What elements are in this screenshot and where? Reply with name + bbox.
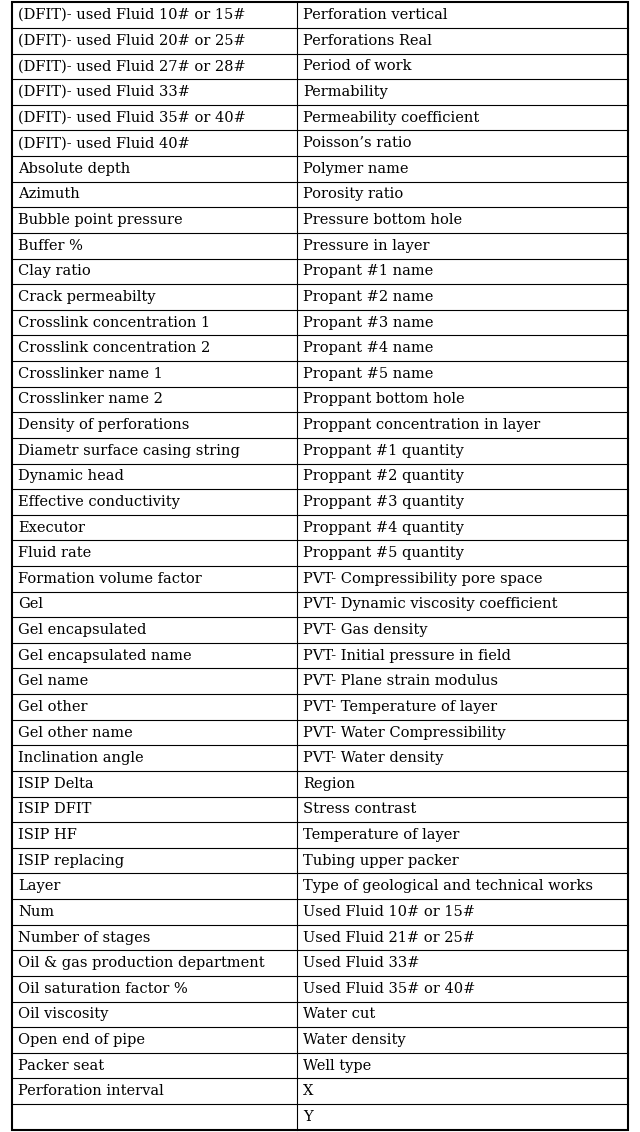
Text: Proppant #2 quantity: Proppant #2 quantity bbox=[303, 470, 464, 483]
Text: ISIP DFIT: ISIP DFIT bbox=[18, 803, 92, 816]
Text: Tubing upper packer: Tubing upper packer bbox=[303, 854, 459, 868]
Text: ISIP HF: ISIP HF bbox=[18, 827, 77, 842]
Text: PVT- Temperature of layer: PVT- Temperature of layer bbox=[303, 700, 497, 714]
Text: Stress contrast: Stress contrast bbox=[303, 803, 416, 816]
Text: Perforations Real: Perforations Real bbox=[303, 34, 432, 48]
Text: Polymer name: Polymer name bbox=[303, 162, 408, 175]
Text: Packer seat: Packer seat bbox=[18, 1058, 104, 1073]
Text: Formation volume factor: Formation volume factor bbox=[18, 572, 202, 586]
Text: (DFIT)- used Fluid 27# or 28#: (DFIT)- used Fluid 27# or 28# bbox=[18, 59, 246, 74]
Text: Proppant #1 quantity: Proppant #1 quantity bbox=[303, 444, 464, 457]
Text: Propant #3 name: Propant #3 name bbox=[303, 316, 433, 329]
Text: PVT- Gas density: PVT- Gas density bbox=[303, 623, 428, 637]
Text: Water cut: Water cut bbox=[303, 1007, 375, 1021]
Text: Pressure bottom hole: Pressure bottom hole bbox=[303, 213, 462, 228]
Text: Propant #1 name: Propant #1 name bbox=[303, 264, 433, 278]
Text: Y: Y bbox=[303, 1109, 313, 1124]
Text: Proppant bottom hole: Proppant bottom hole bbox=[303, 393, 465, 406]
Text: Permability: Permability bbox=[303, 85, 388, 98]
Text: Gel encapsulated: Gel encapsulated bbox=[18, 623, 147, 637]
Text: Inclination angle: Inclination angle bbox=[18, 752, 143, 765]
Text: PVT- Compressibility pore space: PVT- Compressibility pore space bbox=[303, 572, 543, 586]
Text: PVT- Plane strain modulus: PVT- Plane strain modulus bbox=[303, 675, 498, 688]
Text: Proppant #3 quantity: Proppant #3 quantity bbox=[303, 495, 464, 509]
Text: Oil saturation factor %: Oil saturation factor % bbox=[18, 981, 188, 996]
Text: Crack permeabilty: Crack permeabilty bbox=[18, 290, 156, 305]
Text: Buffer %: Buffer % bbox=[18, 239, 83, 252]
Text: Propant #4 name: Propant #4 name bbox=[303, 341, 433, 355]
Text: Number of stages: Number of stages bbox=[18, 931, 150, 944]
Text: Num: Num bbox=[18, 904, 54, 919]
Text: Gel name: Gel name bbox=[18, 675, 88, 688]
Text: Open end of pipe: Open end of pipe bbox=[18, 1034, 145, 1047]
Text: Proppant #5 quantity: Proppant #5 quantity bbox=[303, 546, 464, 560]
Text: Well type: Well type bbox=[303, 1058, 371, 1073]
Text: Perforation vertical: Perforation vertical bbox=[303, 8, 447, 23]
Text: Azimuth: Azimuth bbox=[18, 188, 79, 201]
Text: Clay ratio: Clay ratio bbox=[18, 264, 91, 278]
Text: PVT- Water density: PVT- Water density bbox=[303, 752, 444, 765]
Text: Crosslinker name 2: Crosslinker name 2 bbox=[18, 393, 163, 406]
Text: Effective conductivity: Effective conductivity bbox=[18, 495, 180, 509]
Text: Perforation interval: Perforation interval bbox=[18, 1084, 164, 1098]
Text: X: X bbox=[303, 1084, 314, 1098]
Text: Temperature of layer: Temperature of layer bbox=[303, 827, 460, 842]
Text: Propant #5 name: Propant #5 name bbox=[303, 367, 433, 380]
Text: (DFIT)- used Fluid 35# or 40#: (DFIT)- used Fluid 35# or 40# bbox=[18, 111, 246, 125]
Text: Gel other: Gel other bbox=[18, 700, 88, 714]
Text: Fluid rate: Fluid rate bbox=[18, 546, 91, 560]
Text: Oil viscosity: Oil viscosity bbox=[18, 1007, 108, 1021]
Text: Porosity ratio: Porosity ratio bbox=[303, 188, 403, 201]
Text: Pressure in layer: Pressure in layer bbox=[303, 239, 429, 252]
Text: Gel: Gel bbox=[18, 598, 43, 611]
Text: Crosslink concentration 1: Crosslink concentration 1 bbox=[18, 316, 210, 329]
Text: Proppant concentration in layer: Proppant concentration in layer bbox=[303, 418, 540, 432]
Text: (DFIT)- used Fluid 20# or 25#: (DFIT)- used Fluid 20# or 25# bbox=[18, 34, 246, 48]
Text: Bubble point pressure: Bubble point pressure bbox=[18, 213, 182, 228]
Text: Propant #2 name: Propant #2 name bbox=[303, 290, 433, 305]
Text: Layer: Layer bbox=[18, 880, 60, 893]
Text: (DFIT)- used Fluid 40#: (DFIT)- used Fluid 40# bbox=[18, 136, 190, 151]
Text: Oil & gas production department: Oil & gas production department bbox=[18, 957, 264, 970]
Text: ISIP Delta: ISIP Delta bbox=[18, 777, 93, 791]
Text: Gel encapsulated name: Gel encapsulated name bbox=[18, 649, 191, 662]
Text: Crosslinker name 1: Crosslinker name 1 bbox=[18, 367, 163, 380]
Text: Density of perforations: Density of perforations bbox=[18, 418, 189, 432]
Text: (DFIT)- used Fluid 10# or 15#: (DFIT)- used Fluid 10# or 15# bbox=[18, 8, 245, 23]
Text: Executor: Executor bbox=[18, 521, 85, 534]
Text: Used Fluid 10# or 15#: Used Fluid 10# or 15# bbox=[303, 904, 475, 919]
Text: Crosslink concentration 2: Crosslink concentration 2 bbox=[18, 341, 210, 355]
Text: PVT- Water Compressibility: PVT- Water Compressibility bbox=[303, 726, 506, 739]
Text: Proppant #4 quantity: Proppant #4 quantity bbox=[303, 521, 464, 534]
Text: Poisson’s ratio: Poisson’s ratio bbox=[303, 136, 412, 151]
Text: Used Fluid 33#: Used Fluid 33# bbox=[303, 957, 419, 970]
Text: Absolute depth: Absolute depth bbox=[18, 162, 130, 175]
Text: Period of work: Period of work bbox=[303, 59, 412, 74]
Text: Diametr surface casing string: Diametr surface casing string bbox=[18, 444, 240, 457]
Text: Gel other name: Gel other name bbox=[18, 726, 132, 739]
Text: Dynamic head: Dynamic head bbox=[18, 470, 124, 483]
Text: Water density: Water density bbox=[303, 1034, 406, 1047]
Text: Used Fluid 21# or 25#: Used Fluid 21# or 25# bbox=[303, 931, 475, 944]
Text: PVT- Dynamic viscosity coefficient: PVT- Dynamic viscosity coefficient bbox=[303, 598, 557, 611]
Text: Used Fluid 35# or 40#: Used Fluid 35# or 40# bbox=[303, 981, 476, 996]
Text: ISIP replacing: ISIP replacing bbox=[18, 854, 124, 868]
Text: Region: Region bbox=[303, 777, 355, 791]
Text: Permeability coefficient: Permeability coefficient bbox=[303, 111, 479, 125]
Text: (DFIT)- used Fluid 33#: (DFIT)- used Fluid 33# bbox=[18, 85, 190, 98]
Text: PVT- Initial pressure in field: PVT- Initial pressure in field bbox=[303, 649, 511, 662]
Text: Type of geological and technical works: Type of geological and technical works bbox=[303, 880, 593, 893]
